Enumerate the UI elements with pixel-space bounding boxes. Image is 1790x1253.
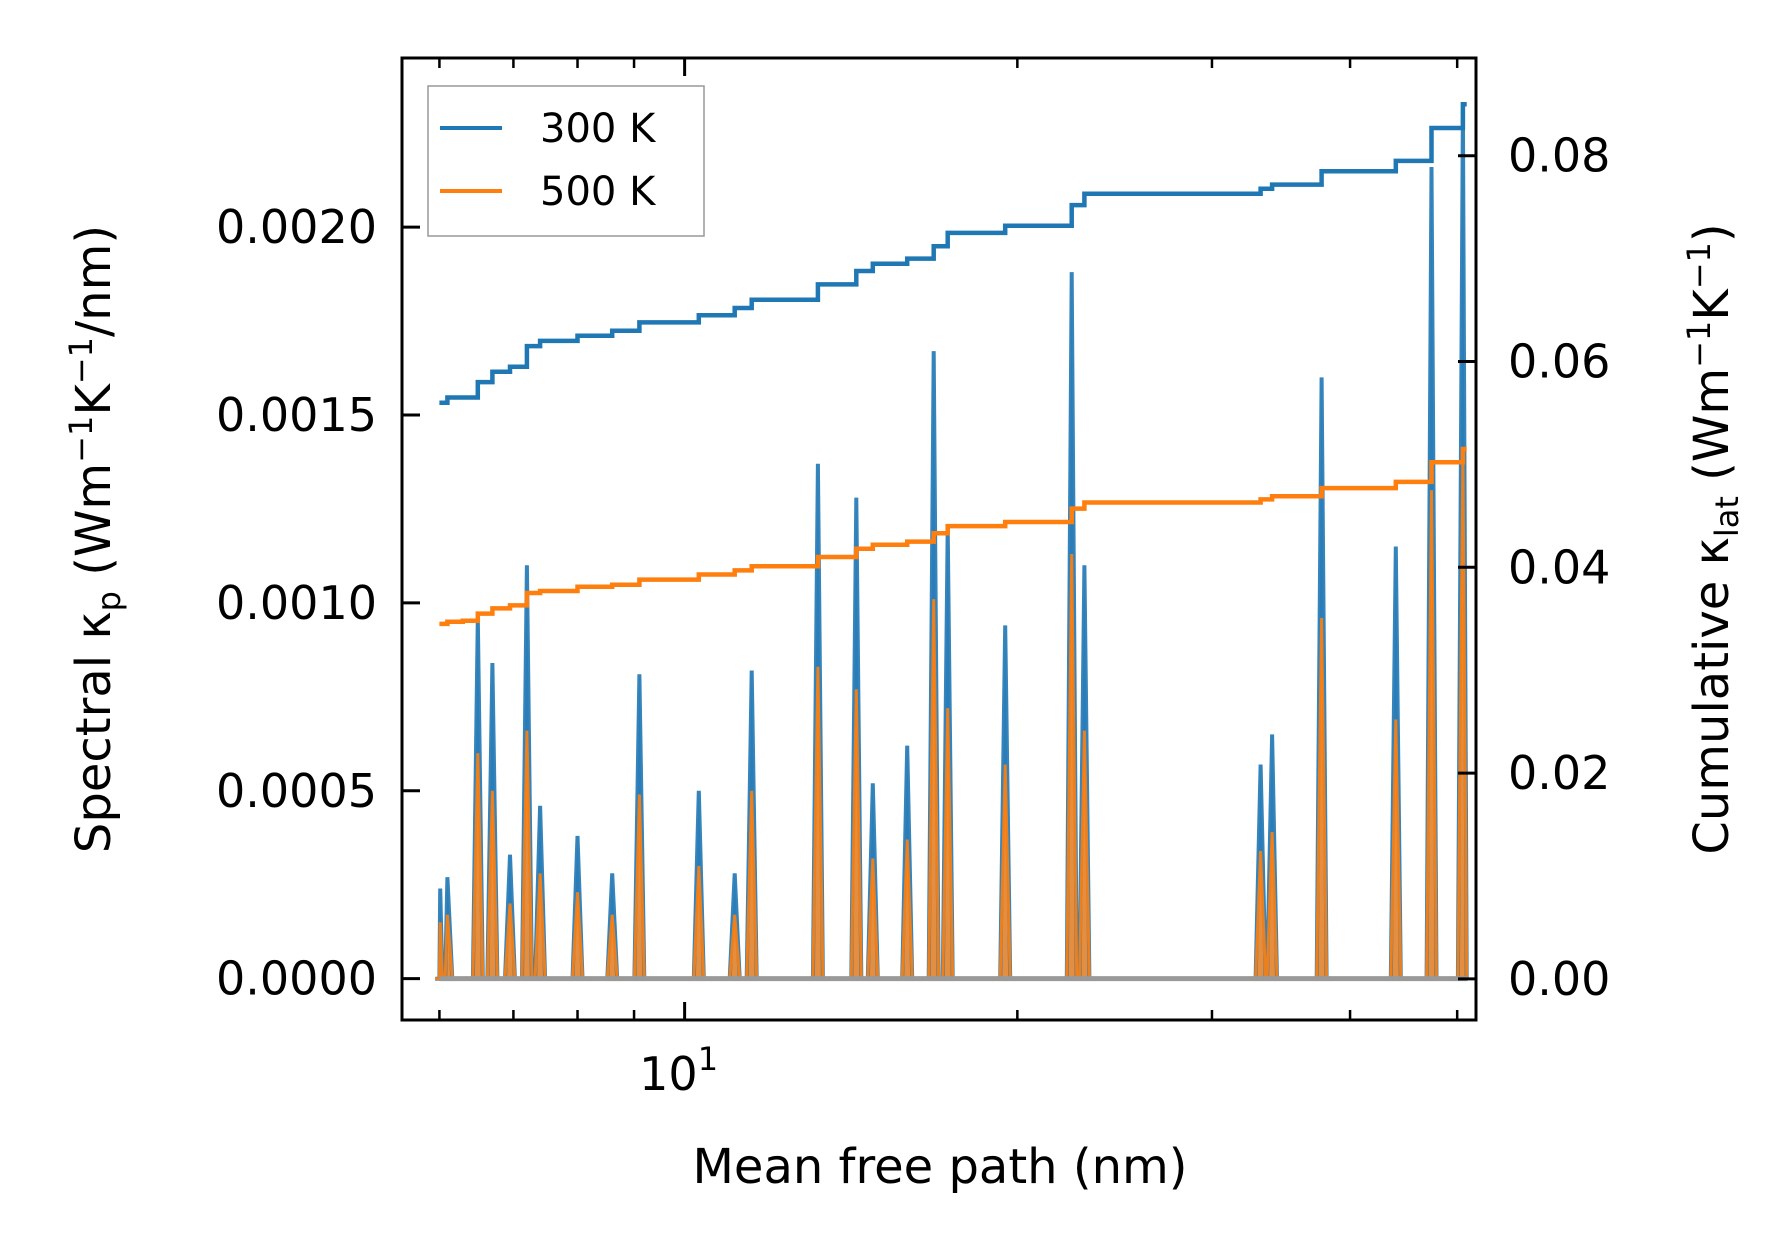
y-left-unit-mid: K bbox=[66, 383, 122, 416]
x-axis-title: Mean free path (nm) bbox=[693, 1139, 1188, 1195]
y-right-tick-label: 0.08 bbox=[1508, 129, 1610, 183]
cumulative-line-layer bbox=[439, 102, 1467, 627]
y-right-unit-open: (Wm bbox=[1684, 368, 1740, 496]
y-left-unit-tail: /nm) bbox=[66, 225, 122, 337]
y-left-tick-label: 0.0015 bbox=[216, 388, 377, 442]
y-right-sup2: −1 bbox=[1680, 242, 1718, 289]
y-left-unit-open: (Wm bbox=[66, 463, 122, 591]
y-right-main: Cumulative κ bbox=[1684, 537, 1740, 855]
y-right-subscript: lat bbox=[1708, 496, 1746, 537]
plot-frame bbox=[400, 56, 1478, 1022]
y-left-sup2: −1 bbox=[62, 337, 100, 384]
x-major-tick-label: 101 bbox=[639, 1040, 718, 1101]
legend-label-500k: 500 K bbox=[540, 169, 657, 215]
x-tick-exponent: 1 bbox=[698, 1040, 718, 1078]
y-right-sup1: −1 bbox=[1680, 321, 1718, 368]
y-left-tick-label: 0.0000 bbox=[216, 952, 377, 1006]
y-left-subscript: p bbox=[90, 591, 128, 611]
spectral-line-layer bbox=[435, 106, 1469, 982]
tick-layer: 0.0000 0.0005 0.0010 0.0015 0.0020 0.00 0.02 0.… bbox=[216, 58, 1610, 1101]
legend-label-300k: 300 K bbox=[540, 106, 657, 152]
legend-box bbox=[427, 85, 705, 237]
y-left-sup1: −1 bbox=[62, 416, 100, 463]
cumulative-line-300k bbox=[439, 102, 1467, 405]
y-left-tick-label: 0.0005 bbox=[216, 764, 377, 818]
cumulative-line-500k bbox=[439, 446, 1467, 627]
y-axis-right-title: Cumulative κlat (Wm−1K−1) bbox=[1680, 223, 1746, 854]
y-right-tick-label: 0.04 bbox=[1508, 540, 1610, 594]
y-left-tick-label: 0.0010 bbox=[216, 576, 377, 630]
legend: 300 K 500 K bbox=[427, 85, 705, 237]
y-right-tick-label: 0.06 bbox=[1508, 335, 1610, 389]
x-tick-base: 10 bbox=[639, 1047, 698, 1101]
y-axis-left-title: Spectral κp (Wm−1K−1/nm) bbox=[62, 225, 128, 853]
y-right-tick-label: 0.02 bbox=[1508, 746, 1610, 800]
y-left-tick-label: 0.0020 bbox=[216, 200, 377, 254]
y-right-unit-mid: K bbox=[1684, 288, 1740, 321]
y-right-unit-tail: ) bbox=[1684, 223, 1740, 242]
y-left-main: Spectral κ bbox=[66, 611, 122, 853]
y-right-tick-label: 0.00 bbox=[1508, 952, 1610, 1006]
